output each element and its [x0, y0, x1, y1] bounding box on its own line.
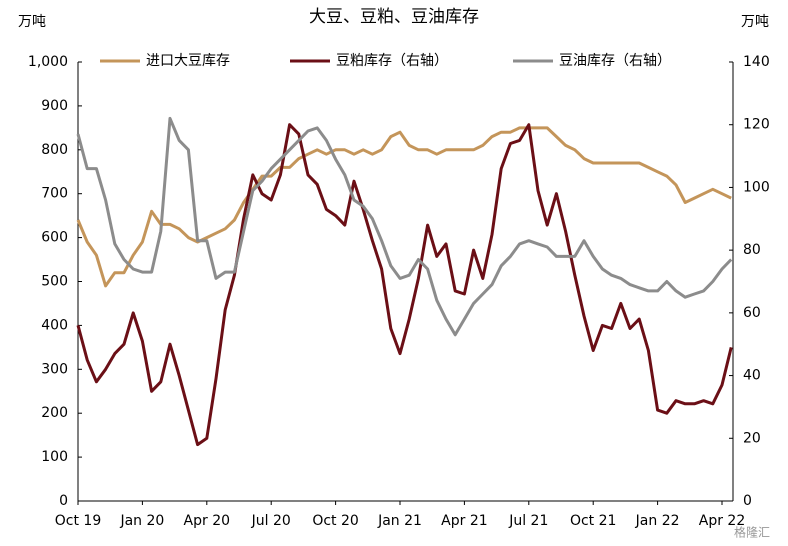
x-tick-label: Jan 20	[119, 513, 164, 529]
y-tick-label: 0	[59, 493, 68, 509]
legend-label: 进口大豆库存	[146, 53, 230, 69]
x-tick-label: Jul 20	[251, 513, 291, 529]
y-tick-label: 80	[743, 242, 761, 258]
series-line	[76, 126, 732, 288]
x-tick-label: Apr 20	[184, 513, 230, 529]
series-line	[76, 116, 733, 337]
y-tick-label: 60	[743, 305, 761, 321]
x-tick-label: Oct 20	[312, 513, 358, 529]
y-tick-label: 800	[41, 142, 68, 158]
y-tick-label: 100	[41, 449, 68, 465]
y-tick-label: 400	[41, 317, 68, 333]
y-tick-label: 140	[743, 54, 770, 70]
chart-title: 大豆、豆粕、豆油库存	[309, 7, 479, 27]
x-tick-label: Apr 21	[441, 513, 487, 529]
y-tick-label: 20	[743, 430, 761, 446]
series-line	[76, 123, 733, 447]
y-tick-label: 300	[41, 361, 68, 377]
x-tick-label: Oct 21	[570, 513, 616, 529]
y-tick-label: 120	[743, 117, 770, 133]
x-tick-label: Jan 21	[377, 513, 422, 529]
y-tick-label: 500	[41, 274, 68, 290]
y-tick-label: 1,000	[28, 54, 68, 70]
legend-label: 豆油库存（右轴）	[559, 53, 671, 69]
y-tick-label: 900	[41, 98, 68, 114]
y-tick-label: 700	[41, 186, 68, 202]
x-tick-label: Oct 19	[55, 513, 101, 529]
y-tick-label: 100	[743, 179, 770, 195]
legend-label: 豆粕库存（右轴）	[336, 53, 448, 69]
y2-unit: 万吨	[741, 14, 769, 30]
x-tick-label: Apr 22	[699, 513, 745, 529]
x-tick-label: Jan 22	[635, 513, 680, 529]
y-tick-label: 200	[41, 405, 68, 421]
y-tick-label: 0	[743, 493, 752, 509]
x-tick-label: Jul 21	[508, 513, 548, 529]
y-unit: 万吨	[18, 14, 46, 30]
y-tick-label: 600	[41, 230, 68, 246]
y-tick-label: 40	[743, 368, 761, 384]
watermark: 格隆汇	[734, 525, 770, 540]
